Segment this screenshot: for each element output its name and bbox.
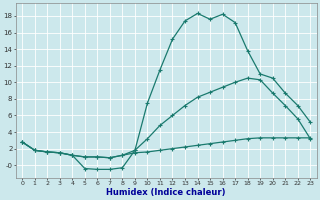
X-axis label: Humidex (Indice chaleur): Humidex (Indice chaleur) <box>107 188 226 197</box>
